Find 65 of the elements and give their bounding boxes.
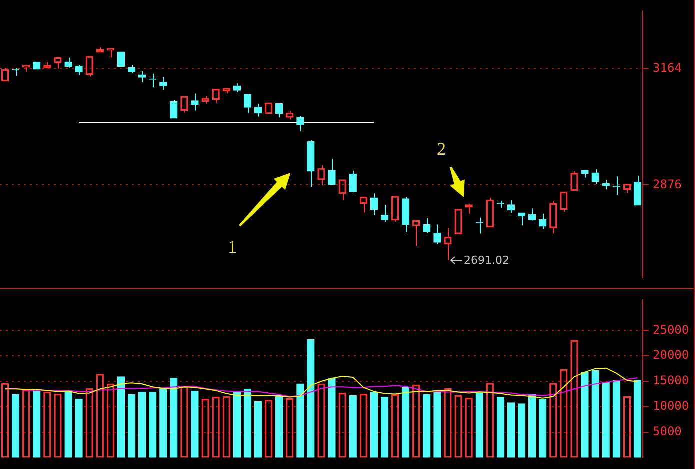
bar <box>138 392 146 458</box>
bar <box>602 382 610 458</box>
bar <box>160 388 168 458</box>
bar <box>612 380 620 458</box>
candlestick <box>496 200 505 208</box>
y-tick-label: 15000 <box>653 374 690 388</box>
bar <box>402 387 410 458</box>
bar <box>518 404 526 458</box>
bar <box>328 378 336 458</box>
bar <box>149 392 157 458</box>
y-tick-label: 5000 <box>653 424 682 439</box>
candlestick <box>402 196 410 233</box>
annotation: 1 <box>228 237 237 257</box>
candlestick <box>117 52 126 67</box>
candlestick <box>539 213 547 230</box>
candlestick <box>307 140 315 188</box>
bar <box>296 384 304 458</box>
bar <box>233 392 241 458</box>
bar <box>581 372 589 458</box>
bar <box>434 392 442 458</box>
y-tick-label: 25000 <box>653 322 690 337</box>
bar <box>33 390 41 458</box>
candlestick <box>328 158 336 186</box>
candlestick <box>64 57 72 68</box>
candlestick <box>634 175 642 206</box>
candlestick <box>244 94 252 114</box>
candlestick <box>233 83 241 94</box>
candlestick <box>349 170 357 193</box>
bar <box>128 394 136 458</box>
bar <box>349 395 357 458</box>
y-tick-label: 10000 <box>653 399 690 414</box>
bar <box>423 394 431 458</box>
candlestick <box>160 76 168 91</box>
candlestick <box>191 93 199 112</box>
bar <box>476 392 484 458</box>
bar <box>370 392 378 458</box>
annotation: 2691.02 <box>464 254 510 267</box>
bar <box>170 378 178 458</box>
bar <box>254 402 262 458</box>
bar <box>539 399 547 458</box>
y-tick-label: 20000 <box>653 348 690 362</box>
bar <box>276 395 284 458</box>
bar <box>380 396 389 458</box>
bar <box>307 340 315 458</box>
candlestick <box>612 176 620 196</box>
bar <box>12 394 20 458</box>
candlestick <box>476 217 484 234</box>
bar <box>75 399 83 458</box>
bar <box>496 396 505 458</box>
y-tick-label: 2876 <box>653 177 682 192</box>
bar <box>528 394 536 458</box>
bar <box>634 380 642 458</box>
bar <box>244 388 252 458</box>
y-tick-label: 3164 <box>653 60 682 75</box>
bar <box>191 390 199 458</box>
bar <box>64 390 72 458</box>
bar <box>507 402 516 458</box>
candlestick <box>518 212 526 226</box>
candlestick <box>602 179 610 190</box>
candlestick <box>380 204 389 222</box>
bar <box>592 370 600 458</box>
bar <box>117 376 126 458</box>
candlestick <box>170 100 178 119</box>
annotation: 2 <box>437 139 446 159</box>
candlestick <box>12 68 20 76</box>
